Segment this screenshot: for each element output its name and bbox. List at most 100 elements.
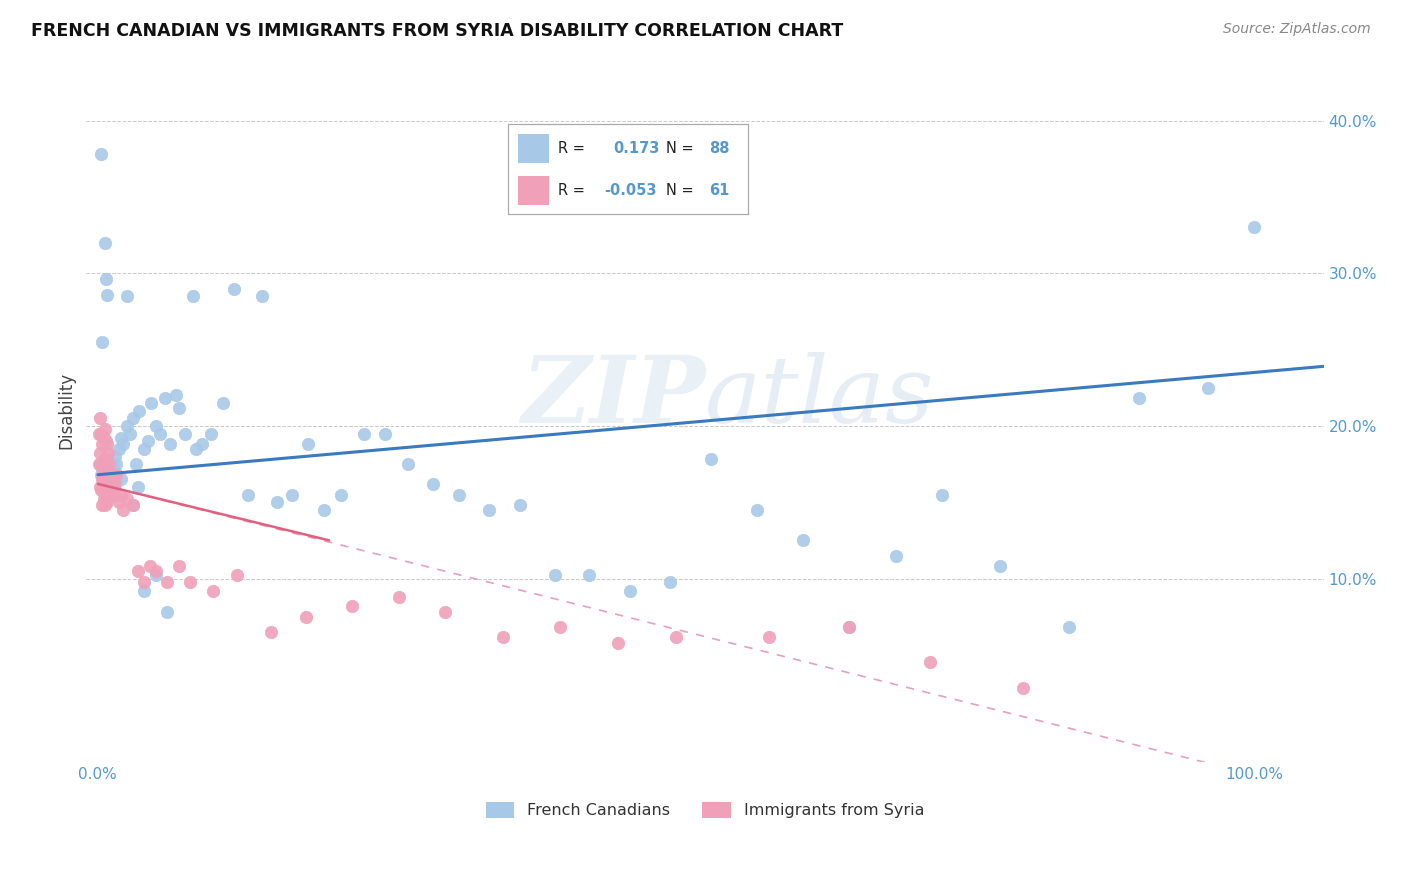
Point [139, 396, 162, 410]
Point [91, 498, 114, 512]
Point [136, 434, 159, 449]
Point [97, 476, 120, 491]
Point [447, 487, 470, 501]
Point [93, 431, 115, 445]
Point [112, 503, 135, 517]
Point [314, 503, 336, 517]
Point [94, 467, 117, 482]
Point [105, 467, 128, 482]
Point [396, 457, 419, 471]
Point [93, 465, 115, 479]
Bar [517, 176, 548, 204]
Point [90, 467, 112, 482]
Point [578, 568, 600, 582]
Point [145, 568, 167, 582]
Bar [517, 134, 548, 162]
Point [93, 492, 115, 507]
Text: -0.053: -0.053 [605, 183, 657, 198]
Point [104, 450, 127, 464]
Legend: French Canadians, Immigrants from Syria: French Canadians, Immigrants from Syria [479, 796, 931, 825]
Point [121, 498, 143, 512]
Text: R =: R = [558, 183, 585, 198]
Point [89, 411, 111, 425]
Point [103, 487, 125, 501]
Y-axis label: Disability: Disability [58, 372, 75, 450]
Text: atlas: atlas [704, 351, 935, 442]
Point [619, 583, 641, 598]
Point [920, 656, 942, 670]
Point [90, 483, 112, 497]
Point [97, 480, 120, 494]
Point [90, 426, 112, 441]
Point [543, 568, 565, 582]
Point [156, 574, 179, 589]
Point [266, 495, 288, 509]
Point [87, 426, 110, 441]
Point [387, 590, 409, 604]
Point [225, 568, 247, 582]
Point [509, 498, 531, 512]
Point [91, 472, 114, 486]
Text: ZIP: ZIP [520, 351, 704, 442]
Point [104, 476, 127, 491]
Point [281, 487, 304, 501]
Point [100, 457, 122, 471]
Point [297, 437, 319, 451]
Point [112, 437, 135, 451]
Point [94, 483, 117, 497]
Point [211, 396, 233, 410]
Point [89, 446, 111, 460]
Point [665, 630, 688, 644]
Point [96, 467, 118, 482]
Point [107, 442, 129, 456]
Point [607, 635, 630, 649]
Point [931, 487, 953, 501]
Point [110, 487, 132, 501]
Point [260, 624, 283, 639]
Point [115, 289, 138, 303]
Point [101, 467, 124, 482]
Text: Source: ZipAtlas.com: Source: ZipAtlas.com [1223, 22, 1371, 37]
Point [94, 461, 117, 475]
Point [342, 599, 364, 613]
Point [97, 446, 120, 460]
Point [1128, 392, 1150, 406]
Point [167, 559, 190, 574]
Point [295, 609, 318, 624]
Point [115, 492, 138, 507]
Point [94, 487, 117, 501]
Point [127, 564, 149, 578]
Point [838, 620, 860, 634]
Text: 61: 61 [710, 183, 730, 198]
Point [96, 480, 118, 494]
Point [128, 403, 150, 417]
Text: N =: N = [666, 141, 695, 156]
Point [90, 147, 112, 161]
Point [988, 559, 1011, 574]
Point [200, 426, 222, 441]
Point [181, 289, 204, 303]
Point [91, 437, 114, 451]
Point [132, 574, 155, 589]
Point [94, 457, 117, 471]
Point [132, 583, 155, 598]
Point [93, 472, 115, 486]
Point [94, 235, 117, 250]
Point [250, 289, 273, 303]
Point [96, 487, 118, 501]
Point [191, 437, 214, 451]
Point [167, 401, 190, 415]
Point [101, 472, 124, 486]
Point [202, 583, 225, 598]
Point [94, 452, 117, 467]
Point [374, 426, 396, 441]
Point [104, 465, 127, 479]
Point [94, 272, 117, 286]
Point [145, 564, 167, 578]
Point [98, 472, 121, 486]
Point [1243, 220, 1265, 235]
Point [139, 559, 162, 574]
Point [115, 418, 138, 433]
Point [94, 422, 117, 436]
Point [100, 465, 122, 479]
